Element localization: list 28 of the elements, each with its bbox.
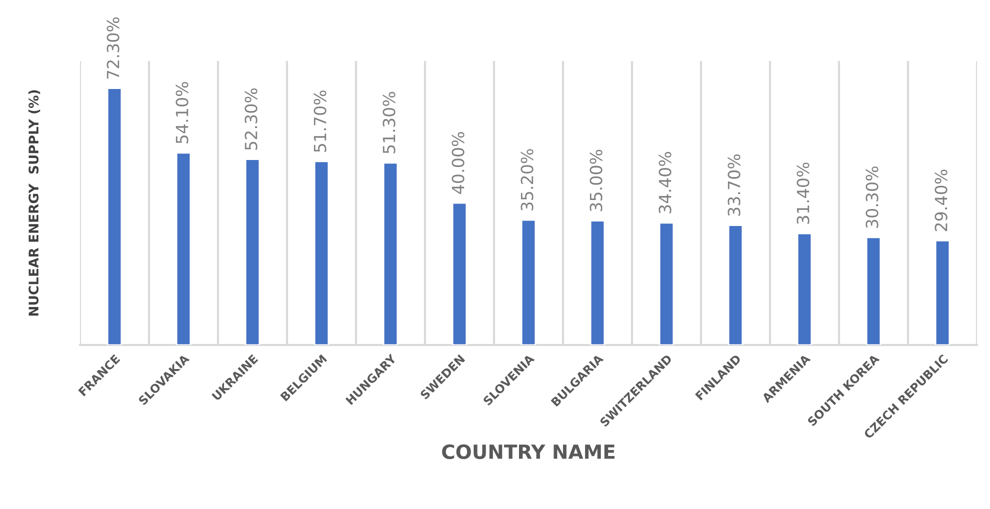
data-label: 35.20% [520, 149, 534, 210]
bar [106, 88, 122, 345]
bar [382, 162, 398, 345]
bar [796, 232, 812, 345]
x-axis-title: COUNTRY NAME [442, 444, 614, 460]
bar [244, 158, 260, 345]
data-label: 35.00% [590, 150, 602, 212]
y-axis-title: NUCLEAR ENERGY SUPPLY (%) [28, 90, 40, 316]
data-label: 40.00% [452, 132, 464, 194]
data-label: 33.70% [728, 154, 740, 216]
bar [728, 224, 744, 345]
data-label: 31.40% [796, 162, 810, 224]
data-label: 51.70% [314, 90, 326, 152]
data-label: 52.30% [244, 88, 258, 150]
bar [866, 236, 882, 345]
data-label: 29.40% [934, 170, 948, 232]
bar [452, 202, 468, 345]
bar [590, 220, 606, 345]
bar [934, 240, 950, 345]
data-label: 34.40% [658, 152, 672, 214]
bar [520, 219, 536, 345]
bar [658, 222, 674, 345]
data-label: 51.30% [382, 92, 396, 154]
data-label: 54.10% [176, 82, 188, 144]
bar [314, 160, 330, 345]
data-label: 72.30% [106, 17, 120, 79]
bar [176, 152, 192, 345]
data-label: 30.30% [866, 166, 878, 228]
